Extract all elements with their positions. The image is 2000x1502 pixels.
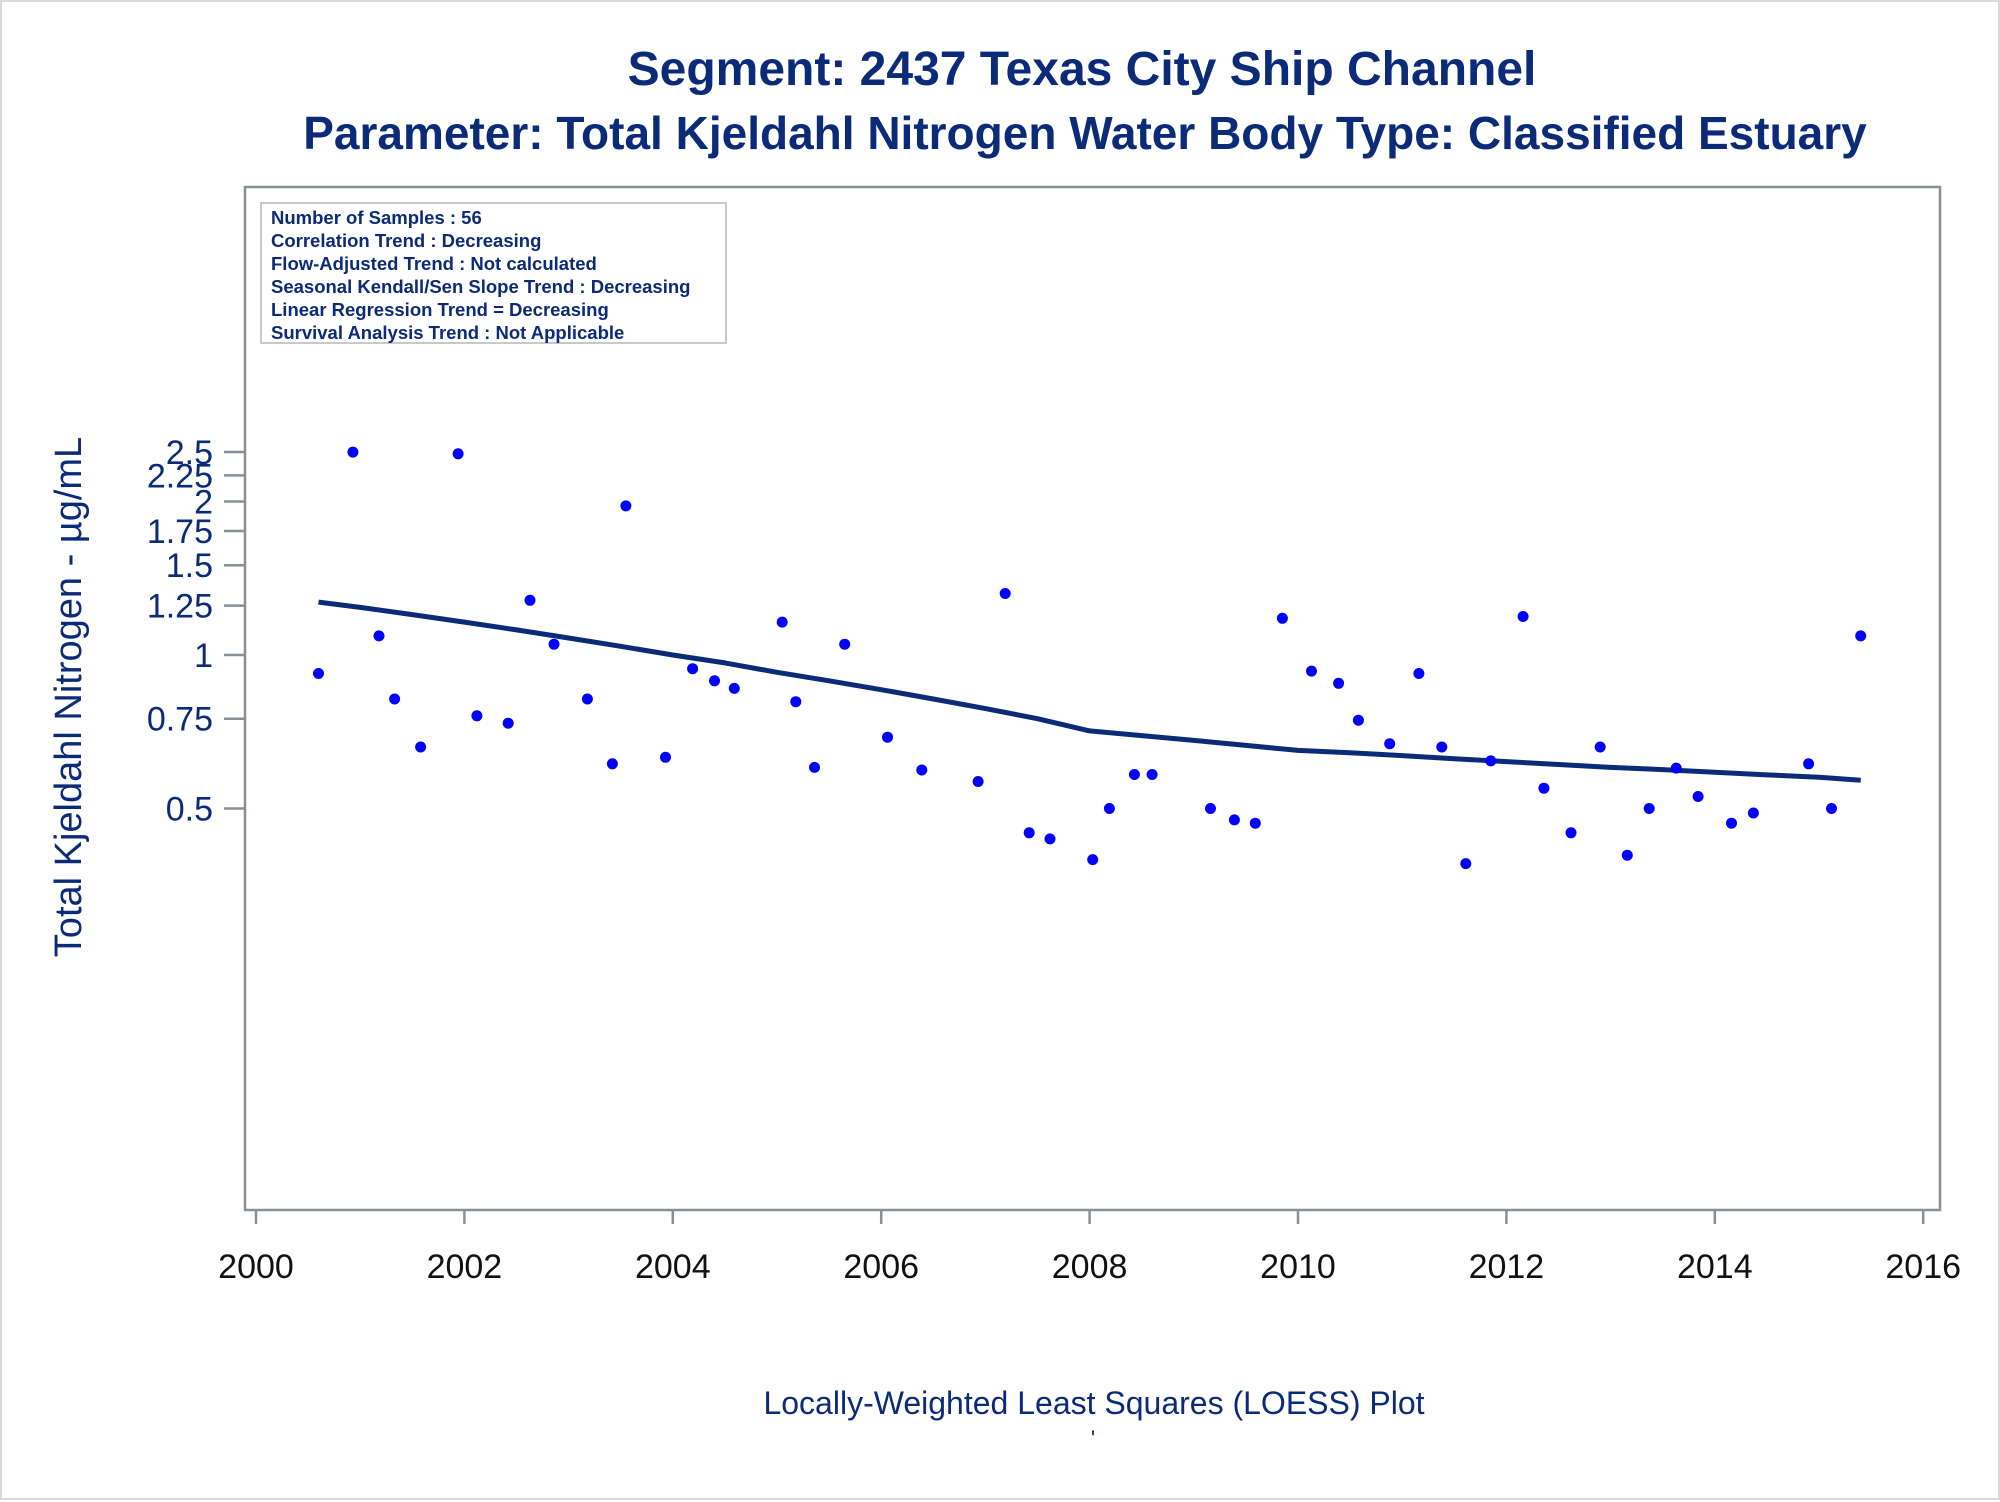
footnote-mark: ' [1091,1426,1095,1451]
y-tick-label: 2.25 [147,457,213,495]
data-point [1747,807,1759,819]
data-point [1803,758,1815,770]
data-point [1643,803,1655,814]
stats-line: Linear Regression Trend = Decreasing [271,299,609,320]
x-axis: 2000 2002 2004 2006 2008 2010 2012 2014 2016 [218,1210,1961,1286]
data-point [1670,762,1682,774]
data-point [347,446,359,458]
y-axis-label: Total Kjeldahl Nitrogen - µg/mL [48,437,90,957]
data-point [548,638,560,650]
data-point [1621,849,1633,861]
data-point [1594,741,1606,753]
stats-line: Flow-Adjusted Trend : Not calculated [271,253,597,274]
data-point [709,675,720,687]
x-tick-label: 2016 [1885,1248,1961,1286]
data-point [1855,630,1867,642]
data-point [1352,714,1364,726]
chart-title: Segment: 2437 Texas City Ship Channel [628,43,1537,96]
y-tick-label: 1.25 [147,588,213,626]
data-point [1517,611,1529,622]
x-tick-label: 2008 [1052,1248,1128,1286]
y-tick-label: 1.75 [147,513,213,551]
data-point [1565,827,1577,839]
x-tick-label: 2006 [843,1248,919,1286]
data-point [1249,817,1261,829]
x-tick-label: 2010 [1260,1248,1336,1286]
data-point [916,764,928,776]
x-tick-label: 2002 [427,1248,503,1286]
x-tick-label: 2014 [1677,1248,1753,1286]
data-point [373,630,385,642]
y-tick-label: 2 [194,483,213,521]
data-point [1413,668,1425,679]
x-tick-label: 2000 [218,1248,294,1286]
data-point [999,588,1011,599]
data-point [313,668,324,679]
data-point [790,696,802,708]
data-point [660,751,671,763]
data-point [1205,803,1216,814]
data-point [1436,741,1448,753]
data-point [389,693,401,705]
data-point [728,682,740,694]
stats-line: Survival Analysis Trend : Not Applicable [271,322,624,343]
data-point [1826,803,1837,814]
data-point [471,710,483,722]
data-point [776,616,788,628]
x-tick-label: 2012 [1469,1248,1545,1286]
data-point [1306,665,1317,677]
data-point [1333,677,1345,689]
data-point [502,717,514,729]
chart-subtitle: Parameter: Total Kjeldahl Nitrogen Water… [303,107,1867,159]
data-point [1087,854,1099,866]
data-point [1128,769,1140,780]
loess-layer [318,599,1861,783]
stats-line: Correlation Trend : Decreasing [271,230,541,251]
data-point [524,594,536,606]
y-tick-label: 0.75 [147,701,213,739]
data-point [1538,782,1550,794]
data-point [620,500,632,512]
y-tick-label: 2.5 [166,434,213,472]
y-tick-label: 1 [194,637,213,675]
data-point [882,731,893,743]
data-point [1692,791,1704,802]
stats-line: Seasonal Kendall/Sen Slope Trend : Decre… [271,276,690,297]
data-point [606,758,618,770]
stats-legend-background [260,202,727,344]
data-point [415,741,427,753]
footnote: Locally-Weighted Least Squares (LOESS) P… [763,1385,1424,1421]
data-point [1726,817,1737,829]
data-point [1228,814,1240,826]
plot-area-border [243,185,1942,1212]
points-layer [313,446,1867,870]
data-point [581,693,593,705]
data-point [809,761,820,773]
data-point [1103,803,1115,814]
data-point [839,638,851,650]
y-tick-label: 1.5 [166,547,213,585]
data-point [1460,858,1472,870]
loess-line [318,599,1861,783]
y-tick-label: 0.5 [166,791,213,829]
data-point [1146,769,1158,780]
x-tick-label: 2004 [635,1248,711,1286]
data-point [1276,612,1288,624]
data-point [1485,755,1497,767]
data-point [452,448,464,460]
data-point [972,776,984,787]
data-point [687,663,699,675]
data-point [1044,833,1056,845]
data-point [1384,738,1396,750]
data-point [1023,827,1035,839]
stats-line: Number of Samples : 56 [271,207,482,228]
